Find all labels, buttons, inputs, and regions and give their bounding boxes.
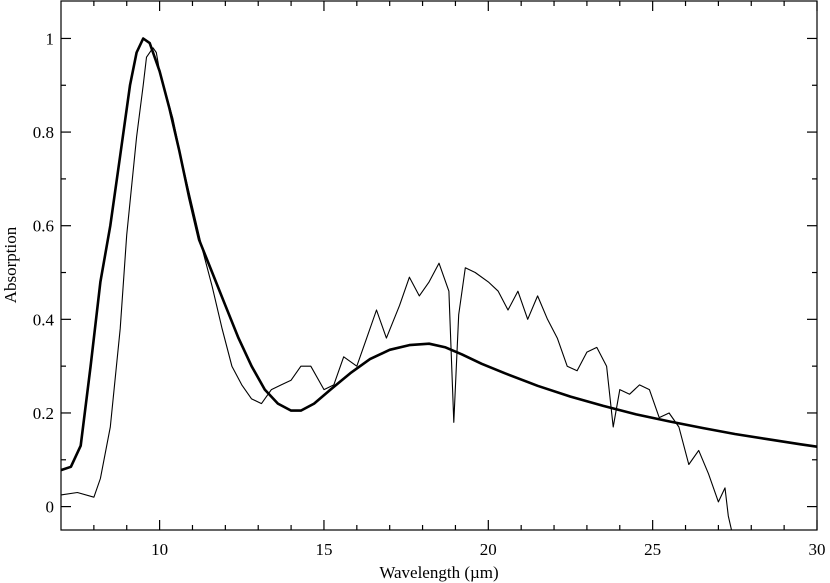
axis-ticks: [61, 1, 818, 530]
y-tick-label: 0.2: [33, 404, 54, 423]
x-axis-label: Wavelength (µm): [379, 563, 498, 582]
x-tick-label: 25: [644, 540, 661, 559]
plot-frame: [60, 0, 818, 531]
y-tick-label: 0: [46, 498, 55, 517]
y-tick-label: 0.8: [33, 123, 54, 142]
x-tick-label: 20: [480, 540, 497, 559]
x-tick-label: 10: [151, 540, 168, 559]
tick-labels: 10 15 20 25 30 0 0.2 0.4 0.6 0.8 1: [33, 29, 826, 559]
y-tick-label: 0.6: [33, 217, 54, 236]
measured-spectrum-line: [60, 47, 733, 531]
y-axis-label: Absorption: [1, 226, 20, 303]
series-lines: [60, 37, 818, 531]
x-tick-label: 30: [809, 540, 826, 559]
y-tick-label: 0.4: [33, 310, 55, 329]
y-tick-label: 1: [46, 29, 55, 48]
model-curve-line: [60, 37, 818, 472]
x-tick-label: 15: [315, 540, 332, 559]
